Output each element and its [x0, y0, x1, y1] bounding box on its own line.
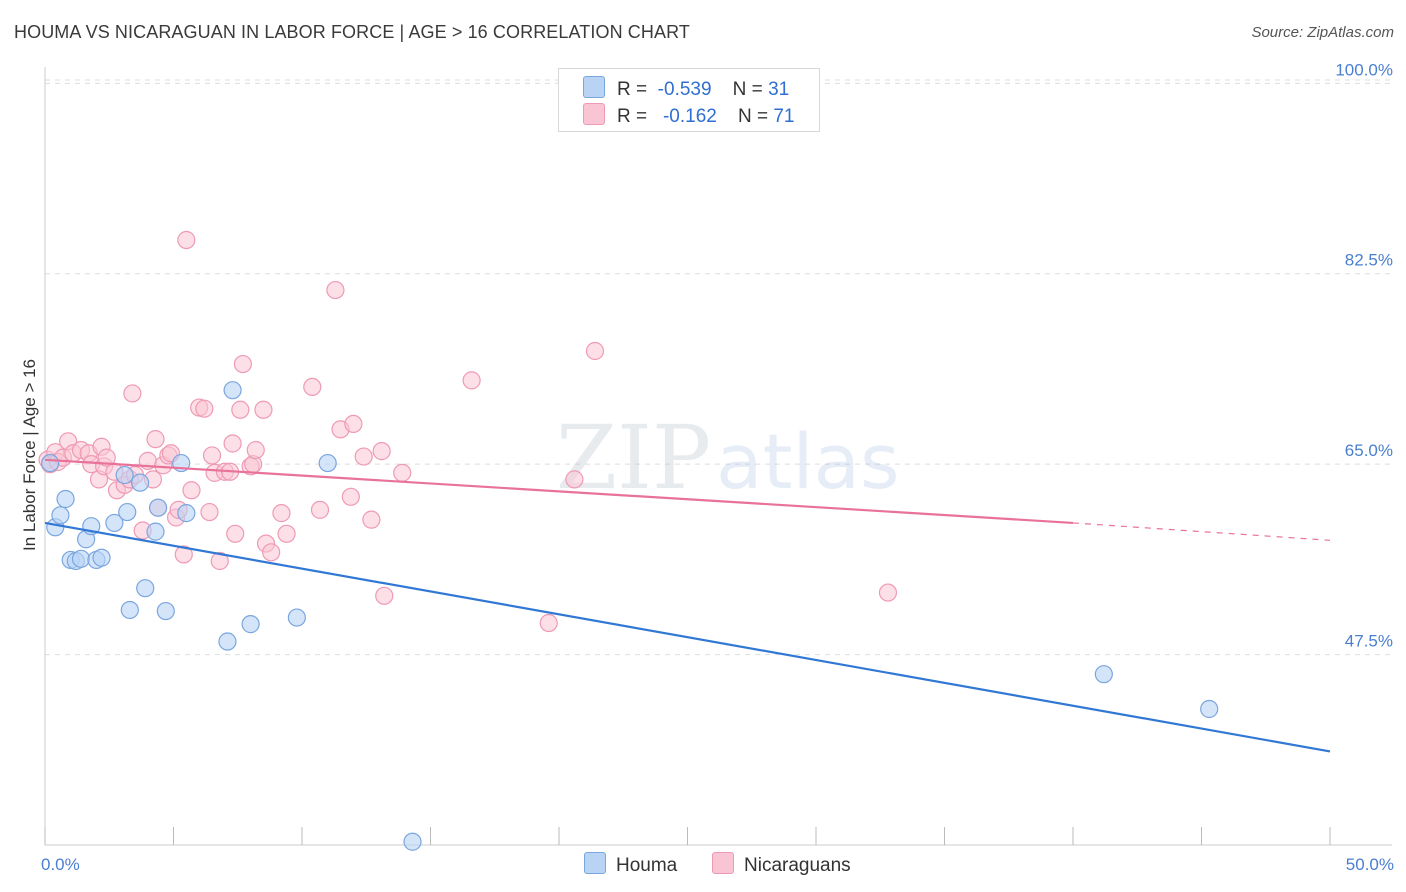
nicaraguans-point: [195, 399, 214, 418]
x-tick-labels: 0.0% 50.0%: [41, 855, 1394, 874]
nicaraguans-point: [354, 447, 373, 466]
houma-point: [136, 579, 155, 598]
nicaraguans-point: [231, 400, 250, 419]
nicaraguans-point: [174, 545, 193, 564]
houma-point: [51, 506, 70, 525]
trend-lines: [44, 458, 1331, 753]
nicaraguans-n-label: N =: [737, 106, 769, 127]
nicaraguans-point: [462, 371, 481, 390]
nicaraguans-point: [585, 341, 605, 361]
houma-trend-line: [44, 521, 1331, 753]
nicaraguans-point: [200, 502, 219, 522]
watermark: ZIP atlas: [556, 406, 900, 509]
nicaraguans-r-value: -0.162: [662, 106, 717, 127]
nicaraguans-point: [97, 448, 116, 467]
nicaraguans-point: [177, 230, 196, 250]
nicaraguans-point: [344, 414, 363, 434]
houma-point: [56, 489, 75, 509]
nicaraguans-trend-line: [44, 458, 1074, 525]
nicaraguans-point: [262, 543, 281, 562]
houma-point: [146, 522, 165, 541]
houma-points: [41, 381, 1219, 851]
houma-legend-label: Houma: [616, 855, 678, 876]
nicaraguans-point: [277, 524, 296, 543]
nicaraguans-point: [246, 440, 265, 460]
nicaraguans-point: [878, 583, 898, 602]
nicaraguans-swatch: [583, 103, 605, 125]
houma-point: [241, 615, 260, 634]
nicaraguans-point: [375, 586, 394, 605]
nicaraguans-point: [341, 487, 360, 506]
nicaraguans-r-label: R =: [617, 106, 648, 127]
nicaraguans-point: [372, 442, 391, 461]
y-tick-labels: 47.5% 65.0% 82.5% 100.0%: [1335, 60, 1393, 650]
nicaraguans-point: [123, 384, 142, 403]
nicaraguans-point: [182, 481, 201, 500]
nicaraguans-legend-label: Nicaraguans: [744, 855, 851, 876]
houma-point: [118, 502, 137, 522]
houma-point: [1200, 699, 1219, 719]
houma-point: [115, 465, 134, 485]
chart-title: HOUMA VS NICARAGUAN IN LABOR FORCE | AGE…: [14, 22, 690, 42]
stats-legend: R = -0.539 N = 31 R = -0.162 N = 71: [558, 68, 820, 132]
bottom-legend-houma: Houma: [584, 852, 677, 876]
nicaraguans-point: [226, 524, 245, 543]
houma-point: [177, 504, 196, 523]
nicaraguans-point: [272, 504, 291, 523]
nicaraguans-point: [202, 446, 222, 465]
houma-point: [71, 549, 91, 568]
x-tick-label-max: 50.0%: [1346, 855, 1394, 874]
houma-swatch: [583, 76, 605, 98]
legend-row-nicaraguans: R = -0.162 N = 71: [583, 103, 794, 127]
houma-point: [318, 453, 337, 473]
nicaraguans-point: [223, 434, 242, 453]
y-tick-label: 82.5%: [1345, 251, 1393, 270]
houma-point: [148, 498, 168, 517]
x-tick-label-min: 0.0%: [41, 855, 80, 874]
houma-legend-swatch: [584, 852, 606, 874]
nicaraguans-point: [362, 510, 381, 529]
nicaraguans-point: [565, 470, 584, 489]
y-axis-label: In Labor Force | Age > 16: [20, 359, 39, 551]
nicaraguans-point: [146, 430, 165, 449]
nicaraguans-n-value: 71: [773, 106, 795, 127]
houma-point: [120, 600, 139, 620]
nicaraguans-trend-extension: [1072, 522, 1331, 541]
nicaraguans-point: [310, 500, 330, 519]
bottom-legend-nicaraguans: Nicaraguans: [712, 852, 851, 876]
houma-point: [130, 473, 150, 492]
houma-point: [218, 632, 237, 651]
houma-n-value: 31: [768, 79, 790, 100]
houma-r-label: R =: [617, 79, 648, 100]
houma-point: [223, 381, 242, 400]
houma-point: [92, 548, 111, 567]
houma-point: [41, 453, 60, 473]
houma-point: [287, 608, 306, 627]
y-tick-label: 47.5%: [1345, 632, 1393, 651]
source-label: Source: ZipAtlas.com: [1251, 24, 1394, 41]
nicaraguans-point: [326, 280, 345, 300]
houma-point: [156, 601, 175, 621]
nicaraguans-legend-swatch: [712, 852, 734, 874]
nicaraguans-point: [233, 354, 252, 374]
nicaraguans-point: [254, 400, 273, 419]
nicaraguans-point: [539, 613, 558, 633]
nicaraguans-point: [393, 463, 412, 482]
houma-point: [105, 513, 124, 533]
houma-point: [403, 832, 422, 851]
houma-n-label: N =: [732, 79, 763, 100]
y-tick-label: 65.0%: [1345, 441, 1393, 460]
houma-point: [1094, 665, 1113, 684]
y-tick-label: 100.0%: [1335, 60, 1393, 79]
watermark-atlas: atlas: [716, 417, 900, 506]
nicaraguans-point: [303, 377, 322, 397]
nicaraguans-point: [210, 551, 229, 571]
houma-r-value: -0.539: [657, 79, 712, 100]
legend-row-houma: R = -0.539 N = 31: [583, 76, 789, 100]
